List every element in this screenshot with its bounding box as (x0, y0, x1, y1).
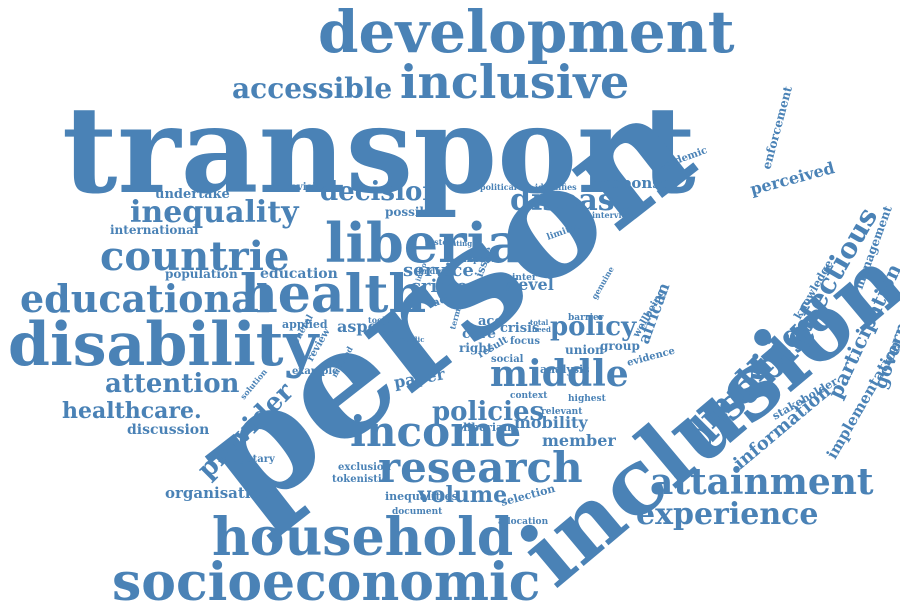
cloud-word-union: union (565, 343, 604, 357)
cloud-word-acc: acc (478, 314, 502, 329)
cloud-word-budgetary: budgetary (218, 454, 276, 465)
cloud-word-aspect: aspect (337, 317, 395, 336)
cloud-word-inequality: inequality (130, 195, 300, 230)
cloud-word-attainment: attainment (650, 461, 874, 503)
cloud-word-tokenistic: tokenistic (332, 474, 388, 485)
cloud-word-document: document (392, 507, 443, 517)
cloud-word-finding: finding (418, 266, 450, 276)
cloud-word-barrier: barrier (568, 313, 604, 323)
cloud-word-international: international (110, 223, 199, 237)
cloud-word-countrie: countrie (100, 233, 289, 280)
cloud-word-volume: volume (417, 482, 507, 508)
cloud-word-crisis: crisis (500, 321, 539, 336)
cloud-word-inter: inter (512, 273, 537, 283)
cloud-word-population: population (165, 267, 238, 281)
cloud-word-health: health (240, 264, 426, 325)
cloud-word-liberian: liberian (463, 421, 511, 434)
cloud-word-applied: applied (282, 318, 328, 331)
cloud-word-liberia: liberia (325, 211, 522, 275)
cloud-word-development: development (318, 0, 735, 66)
cloud-word-group: group (600, 339, 640, 353)
cloud-word-policy: policy (550, 312, 637, 342)
cloud-word-organisation: organisation (165, 484, 272, 502)
cloud-word-education: education (260, 266, 338, 282)
cloud-word-healthcare: healthcare. (62, 398, 202, 424)
cloud-word-policies: policies (432, 397, 544, 427)
cloud-word-enforcement: enforcement (759, 84, 795, 171)
cloud-word-impact: impact (460, 255, 496, 265)
cloud-word-experience: experience (636, 497, 819, 532)
cloud-word-interview: interview (592, 210, 635, 220)
cloud-word-political: political (480, 182, 517, 192)
cloud-word-household: household (212, 507, 513, 568)
cloud-word-level: level (512, 275, 554, 294)
cloud-word-relevant: relevant (541, 407, 583, 417)
cloud-word-system: system (425, 237, 456, 247)
cloud-word-response: response (595, 174, 670, 192)
cloud-word-attention: attention (105, 369, 240, 399)
cloud-word-transport: transport (62, 80, 696, 221)
cloud-word-context: context (510, 391, 548, 401)
cloud-word-middle: middle (490, 353, 629, 395)
cloud-word-care: care (462, 326, 496, 342)
cloud-word-public: public (400, 335, 424, 344)
cloud-word-identifies: identifies (535, 182, 577, 192)
cloud-word-inequalities: inequalities (385, 490, 458, 503)
cloud-word-accessible: accessible (232, 72, 392, 105)
cloud-word-toolkit: toolkit (368, 315, 398, 325)
cloud-word-right: right (459, 341, 493, 355)
cloud-word-total: total (530, 318, 549, 327)
cloud-word-income: income (350, 407, 521, 456)
cloud-word-member: member (542, 431, 616, 450)
cloud-word-social: social (491, 354, 524, 365)
cloud-word-crime: crime (410, 276, 468, 297)
cloud-word-disability: disability (8, 310, 320, 380)
cloud-word-disease: disease (510, 183, 634, 218)
cloud-word-discussion: discussion (127, 422, 209, 438)
cloud-word-highest: highest (568, 394, 607, 404)
cloud-word-undertake: undertake (155, 187, 230, 202)
cloud-word-research: research (378, 443, 583, 492)
cloud-word-provision: provision (278, 182, 331, 193)
cloud-word-focus: focus (510, 336, 540, 347)
cloud-word-exclusion: exclusion (338, 462, 392, 473)
cloud-word-allocation: allocation (498, 517, 549, 527)
cloud-word-mobility: mobility (514, 413, 588, 432)
cloud-word-educational: educational (20, 276, 270, 321)
cloud-word-inclusive: inclusive (400, 55, 629, 109)
cloud-word-service: service (403, 260, 474, 281)
cloud-word-analysis: analysis (540, 363, 589, 376)
cloud-word-need: need (532, 325, 551, 334)
cloud-word-decision: decision (320, 177, 441, 207)
cloud-word-socioeconomic: socioeconomic (112, 552, 540, 604)
cloud-word-rating: rating (448, 239, 472, 248)
cloud-word-possible: possible (385, 205, 440, 219)
cloud-word-example: example (292, 366, 339, 377)
